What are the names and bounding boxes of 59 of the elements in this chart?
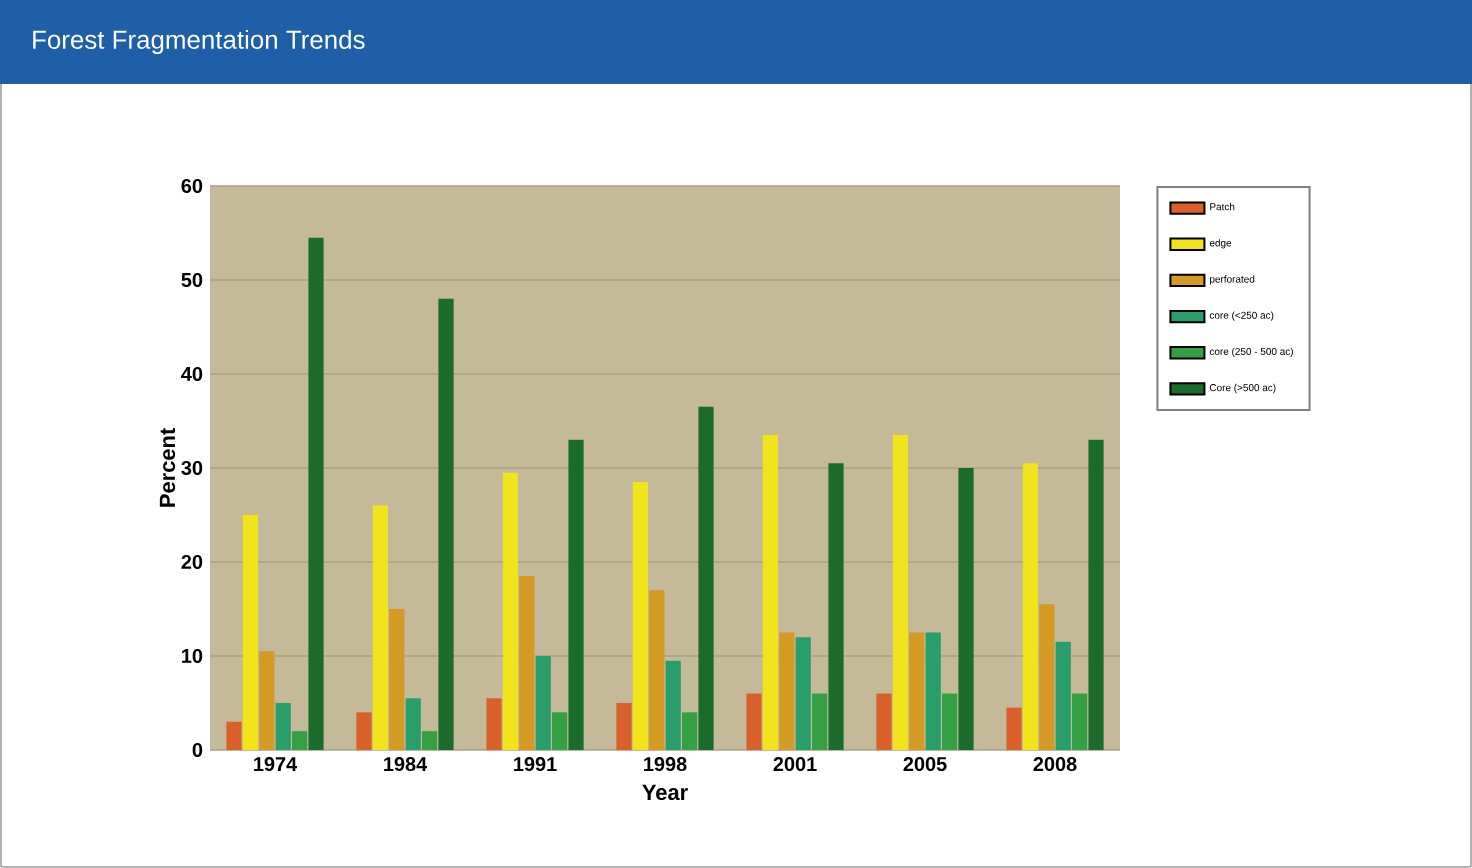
bar	[356, 712, 372, 750]
bar	[925, 632, 941, 750]
bar	[372, 505, 389, 750]
bar	[438, 298, 454, 750]
bar	[779, 632, 795, 750]
bar	[1072, 693, 1088, 750]
bar	[812, 693, 828, 750]
bar	[795, 637, 811, 750]
bar	[519, 576, 535, 750]
bar	[665, 660, 681, 750]
y-tick-label: 50	[181, 272, 203, 288]
bar	[1039, 604, 1055, 750]
x-tick-label: 1998	[644, 757, 687, 772]
bar	[502, 472, 519, 750]
x-tick-label: 1991	[514, 757, 557, 772]
bar	[1006, 707, 1022, 750]
bar	[958, 467, 974, 750]
bar	[942, 693, 958, 750]
bar	[1088, 439, 1104, 750]
bar	[405, 698, 421, 750]
y-tick-label: 20	[181, 554, 203, 570]
bar	[552, 712, 568, 750]
chart-title: Forest Fragmentation Trends	[33, 29, 365, 55]
bar	[909, 632, 925, 750]
x-tick-label: 2005	[903, 757, 947, 772]
bar	[242, 514, 259, 750]
bar	[275, 702, 291, 750]
bar	[259, 651, 275, 750]
bar	[226, 721, 242, 750]
x-tick-label: 1984	[384, 757, 428, 772]
bar	[682, 712, 698, 750]
y-axis-title: Percent	[159, 428, 176, 507]
y-tick-label: 40	[181, 366, 203, 382]
y-tick-label: 30	[181, 460, 203, 476]
bar	[649, 590, 665, 750]
bar	[1022, 463, 1039, 750]
y-tick-label: 60	[181, 178, 203, 194]
bar	[568, 439, 584, 750]
bar	[308, 237, 324, 750]
bar	[876, 693, 892, 750]
bar	[892, 435, 909, 750]
y-tick-label: 0	[192, 742, 203, 758]
bar	[632, 482, 649, 750]
x-tick-label: 1974	[254, 757, 298, 772]
bar	[422, 731, 438, 750]
bar	[828, 463, 844, 750]
bar	[535, 655, 551, 750]
bar	[746, 693, 762, 750]
x-tick-label: 2001	[773, 757, 817, 772]
bar	[698, 406, 714, 750]
x-tick-label: 2008	[1033, 757, 1077, 772]
bar	[762, 435, 779, 750]
bar	[486, 698, 502, 750]
y-tick-label: 10	[182, 648, 203, 664]
bar	[1055, 641, 1071, 750]
bar	[389, 608, 405, 750]
x-axis-title: Year	[642, 784, 688, 801]
bar	[292, 731, 308, 750]
bar	[616, 702, 632, 750]
